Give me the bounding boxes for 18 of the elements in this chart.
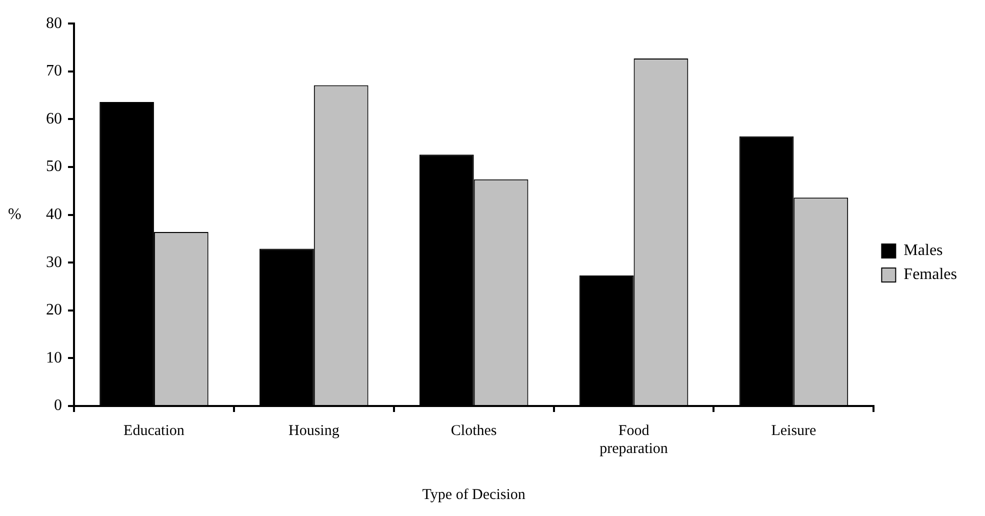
x-tick-label: Clothes <box>450 422 497 439</box>
x-tick-label: Housing <box>288 422 340 439</box>
x-tick-label: Leisure <box>771 422 817 439</box>
y-tick-label: 20 <box>46 302 62 319</box>
y-tick-label: 70 <box>46 62 62 80</box>
x-tick-label: Education <box>124 422 185 439</box>
y-tick-label: 50 <box>46 158 62 176</box>
legend-label: Females <box>904 266 958 284</box>
y-tick-label: 80 <box>46 14 62 32</box>
y-tick-label: 10 <box>46 349 62 366</box>
legend-label: Males <box>904 242 943 260</box>
y-axis-title: % <box>8 206 22 224</box>
y-tick-label: 30 <box>46 254 62 271</box>
y-tick-label: 0 <box>54 397 62 414</box>
y-tick-label: 60 <box>46 110 62 128</box>
y-tick-label: 40 <box>46 206 62 224</box>
x-tick-label: Food preparation <box>600 422 668 457</box>
x-axis-title: Type of Decision <box>422 486 526 503</box>
